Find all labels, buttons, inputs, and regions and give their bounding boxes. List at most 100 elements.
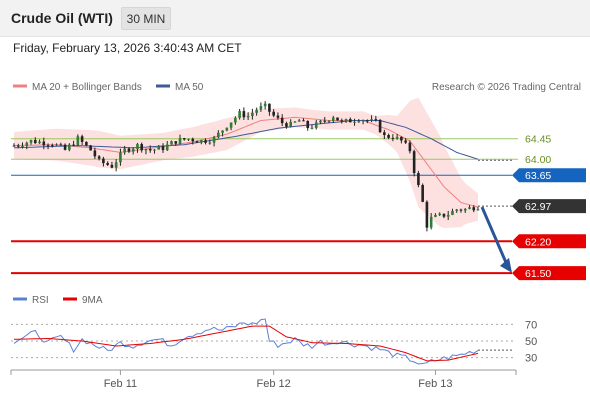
candle-body — [263, 103, 267, 107]
candle-body — [119, 152, 122, 163]
candle — [246, 112, 250, 121]
candle-body — [268, 103, 271, 112]
candle — [42, 137, 46, 150]
candle-body — [323, 120, 327, 122]
pivot-tag — [512, 168, 586, 183]
candle-body — [259, 106, 263, 110]
candle-body — [421, 185, 424, 202]
candle — [140, 142, 144, 153]
candle — [285, 121, 288, 129]
pivot-label: 63.65 — [525, 170, 551, 182]
candle-body — [272, 111, 275, 116]
candle-body — [455, 209, 459, 211]
candle — [102, 156, 105, 167]
last-price-label: 62.97 — [525, 201, 551, 213]
candle-body — [63, 144, 67, 150]
candle-body — [340, 120, 344, 122]
forecast-arrow-head — [500, 257, 512, 273]
timeframe-button[interactable]: 30 MIN — [121, 7, 171, 30]
candle-body — [238, 111, 241, 118]
candle-body — [85, 141, 88, 146]
candle — [293, 120, 297, 123]
candle-body — [51, 145, 54, 147]
candle-body — [191, 138, 195, 142]
rsi-tick-50: 50 — [525, 336, 537, 348]
candle-body — [123, 148, 126, 153]
candle-body — [242, 111, 246, 118]
candle — [378, 119, 382, 133]
candle — [451, 208, 454, 216]
candle-body — [16, 145, 20, 147]
candle — [306, 120, 310, 131]
chart-header: Crude Oil (WTI) 30 MIN — [0, 0, 590, 37]
candle — [97, 155, 101, 161]
candle-body — [468, 207, 471, 209]
candle-body — [285, 123, 288, 127]
candle — [383, 129, 386, 139]
candle — [144, 148, 148, 155]
candle-body — [476, 209, 480, 211]
candle — [476, 206, 480, 211]
candle-body — [182, 138, 186, 140]
candle — [310, 124, 314, 130]
candle — [29, 139, 33, 145]
candle-body — [157, 146, 161, 150]
candle — [217, 130, 220, 139]
candle — [251, 108, 254, 120]
candle — [191, 137, 195, 145]
candle — [161, 143, 165, 153]
candle — [127, 147, 131, 154]
candle-body — [59, 144, 63, 146]
candle-body — [251, 112, 254, 116]
candle-body — [110, 164, 114, 168]
candle-body — [417, 173, 420, 186]
candle-body — [429, 216, 433, 228]
candle — [204, 138, 207, 145]
candle — [72, 140, 75, 147]
candle — [153, 149, 156, 154]
candle-body — [148, 148, 152, 151]
candle — [446, 210, 450, 221]
candle-body — [212, 137, 216, 143]
candle-body — [106, 163, 109, 165]
candle-body — [246, 115, 250, 118]
support-2-label: 61.50 — [525, 268, 551, 280]
rsi-ma-line — [13, 325, 479, 362]
candle-body — [353, 121, 356, 123]
candle — [370, 115, 373, 123]
ma20-legend-label: MA 20 + Bollinger Bands — [32, 82, 142, 93]
datetime-label: Friday, February 13, 2026 3:40:43 AM CET — [13, 41, 242, 55]
candle — [80, 134, 84, 145]
candle-body — [161, 146, 165, 151]
candle-body — [29, 140, 33, 143]
candle-body — [102, 158, 105, 164]
candle — [76, 134, 80, 147]
candle — [425, 200, 429, 232]
candle — [195, 140, 199, 143]
candle — [182, 137, 186, 141]
candle — [263, 101, 267, 110]
candle — [361, 119, 365, 125]
candle-body — [383, 132, 386, 136]
candle-body — [442, 213, 446, 217]
candle-body — [314, 122, 318, 128]
x-axis: Feb 11 Feb 12 Feb 13 — [104, 370, 453, 390]
candle-body — [217, 132, 220, 138]
candle-body — [306, 120, 310, 129]
candle — [85, 141, 88, 147]
candle-body — [297, 120, 301, 122]
last-price-tag — [512, 199, 586, 214]
candle — [136, 142, 139, 153]
candle — [463, 208, 467, 213]
candle-body — [459, 209, 463, 211]
candle-body — [12, 145, 16, 147]
candle-body — [370, 119, 373, 121]
candle — [391, 134, 395, 142]
candle-body — [319, 120, 322, 123]
candle-body — [131, 148, 135, 152]
candle-body — [289, 121, 292, 127]
candle — [280, 114, 284, 127]
support-1-tag — [512, 234, 586, 249]
candle — [157, 144, 161, 150]
